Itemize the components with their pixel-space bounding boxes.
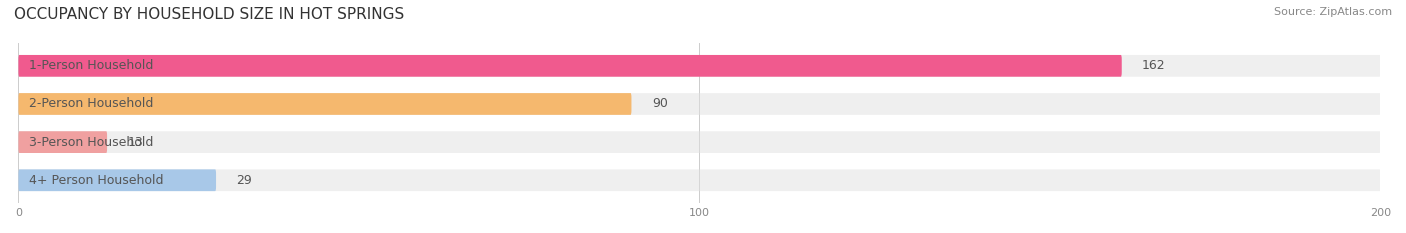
FancyBboxPatch shape — [18, 93, 1381, 115]
Text: 90: 90 — [652, 97, 668, 110]
Text: Source: ZipAtlas.com: Source: ZipAtlas.com — [1274, 7, 1392, 17]
Text: 162: 162 — [1142, 59, 1166, 72]
FancyBboxPatch shape — [18, 169, 217, 191]
Text: 4+ Person Household: 4+ Person Household — [28, 174, 163, 187]
Text: 2-Person Household: 2-Person Household — [28, 97, 153, 110]
Text: 29: 29 — [236, 174, 252, 187]
FancyBboxPatch shape — [18, 55, 1381, 77]
Text: 3-Person Household: 3-Person Household — [28, 136, 153, 149]
Text: 1-Person Household: 1-Person Household — [28, 59, 153, 72]
FancyBboxPatch shape — [18, 169, 1381, 191]
FancyBboxPatch shape — [18, 131, 1381, 153]
Text: OCCUPANCY BY HOUSEHOLD SIZE IN HOT SPRINGS: OCCUPANCY BY HOUSEHOLD SIZE IN HOT SPRIN… — [14, 7, 405, 22]
Text: 13: 13 — [128, 136, 143, 149]
FancyBboxPatch shape — [18, 55, 1122, 77]
FancyBboxPatch shape — [18, 131, 107, 153]
FancyBboxPatch shape — [18, 93, 631, 115]
